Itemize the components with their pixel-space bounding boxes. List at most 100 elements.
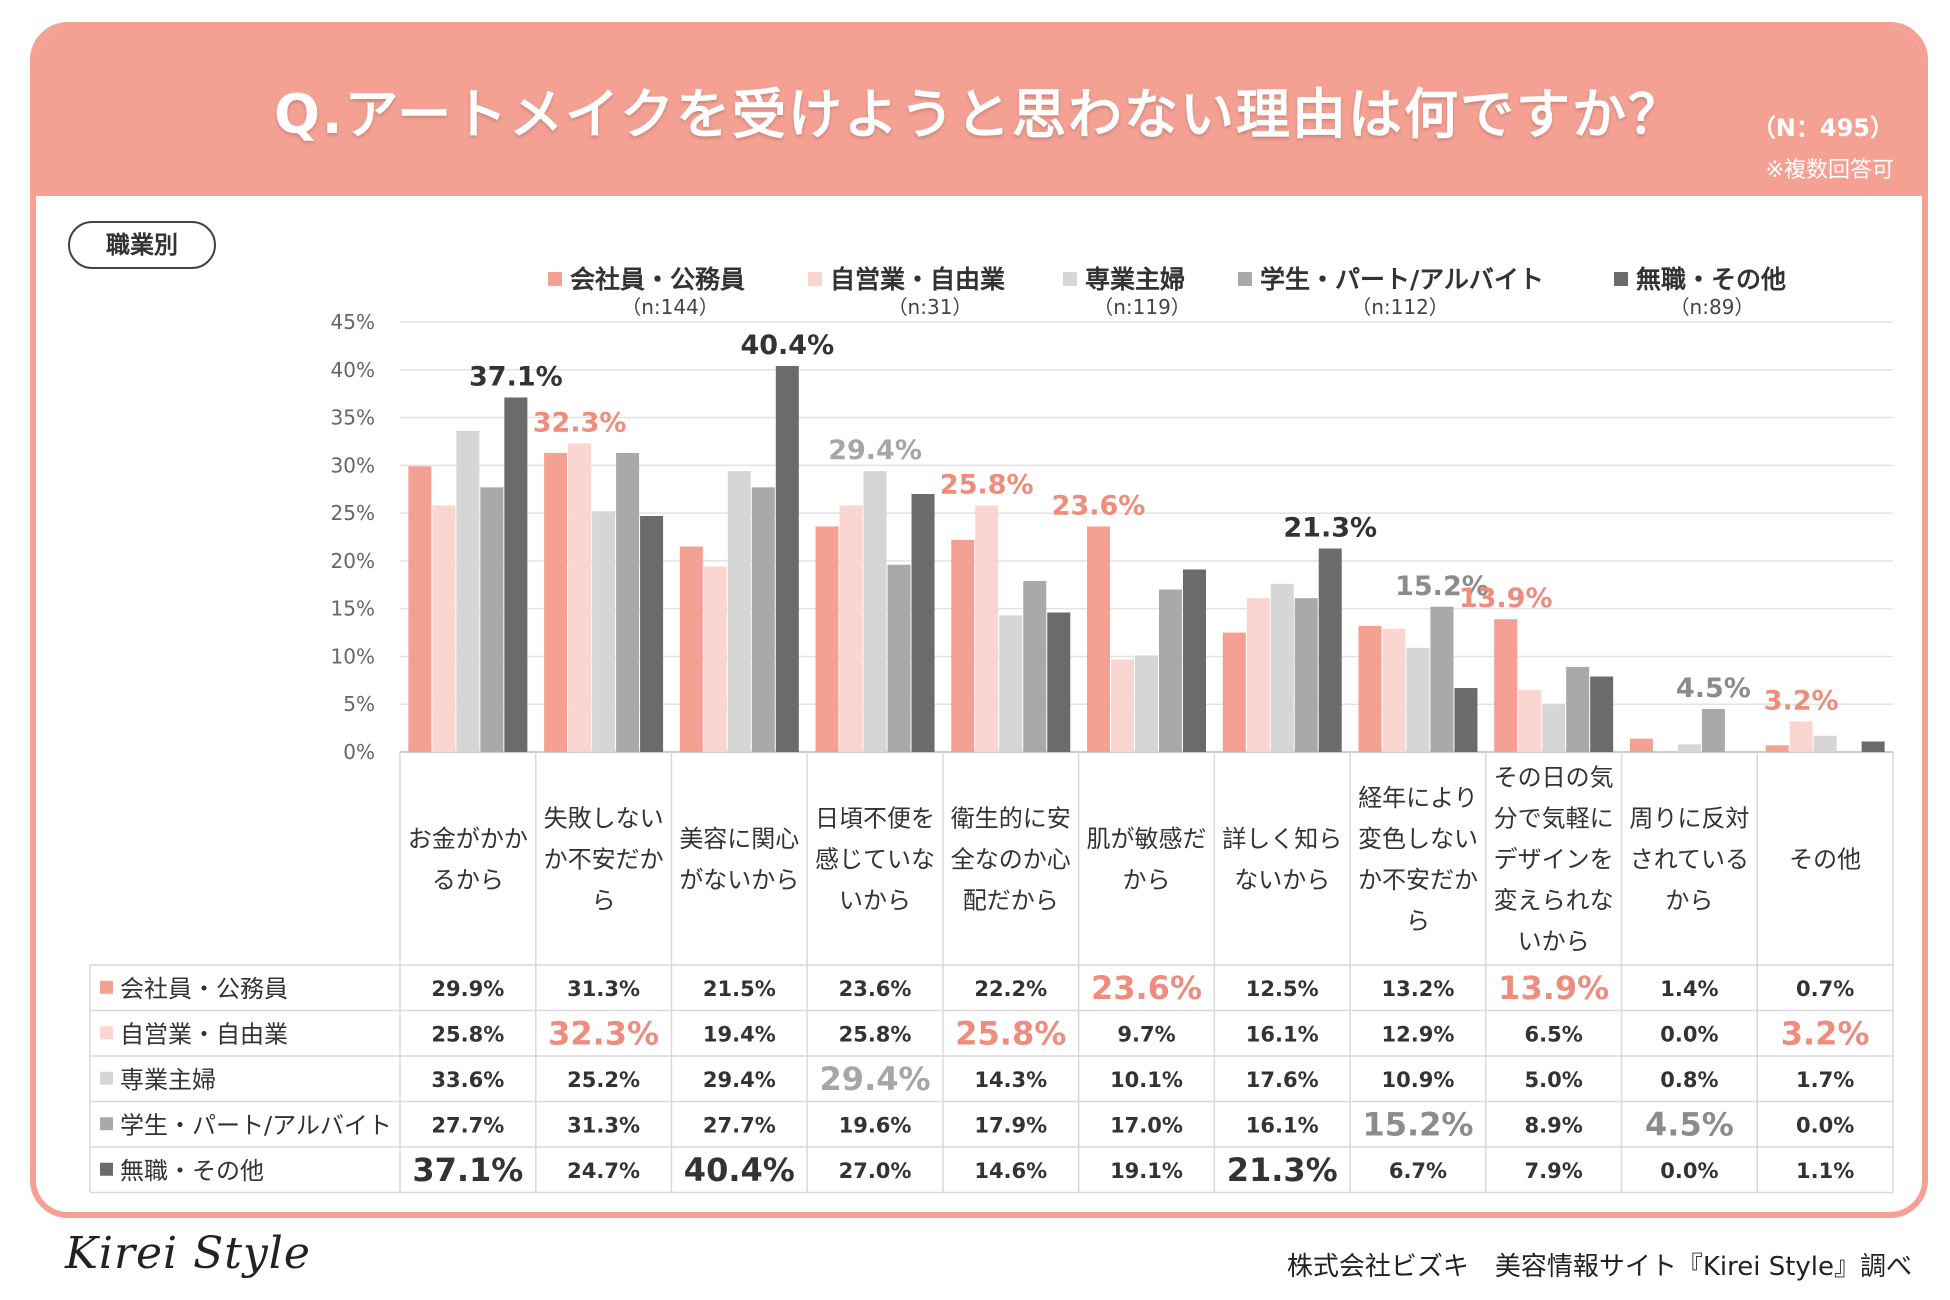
table-cell: 22.2% — [974, 977, 1047, 1001]
bar — [839, 505, 863, 752]
survey-credit: 株式会社ビズキ 美容情報サイト『Kirei Style』調べ — [1286, 1252, 1912, 1282]
bar — [815, 526, 839, 752]
bar — [408, 466, 432, 752]
table-row-swatch — [100, 1071, 113, 1085]
table-cell: 12.5% — [1246, 977, 1319, 1001]
legend-label: 無職・その他 — [1636, 265, 1786, 294]
table-cell: 0.0% — [1796, 1113, 1854, 1137]
bar — [863, 471, 887, 752]
bar — [887, 564, 911, 752]
bar — [1494, 619, 1518, 752]
x-category-label: 詳しく知ら — [1222, 825, 1342, 853]
bar — [703, 566, 727, 752]
bar — [1518, 689, 1542, 752]
table-row-label: 自営業・自由業 — [120, 1020, 288, 1048]
x-category-label: 変色しない — [1358, 825, 1478, 853]
table-row-label: 専業主婦 — [120, 1066, 216, 1094]
highlight-data-label: 21.3% — [1283, 512, 1377, 543]
bar — [1813, 735, 1837, 752]
multiple-answer-note: ※複数回答可 — [1765, 158, 1894, 183]
x-category-label: デザインを — [1494, 846, 1614, 874]
highlight-data-label: 15.2% — [1395, 571, 1489, 602]
table-cell: 8.9% — [1525, 1113, 1583, 1137]
legend-swatch — [1614, 272, 1628, 286]
y-tick-label: 35% — [331, 406, 375, 430]
bar — [911, 494, 935, 752]
y-tick-label: 15% — [331, 597, 375, 621]
y-tick-label: 40% — [331, 358, 375, 382]
x-category-label: 肌が敏感だ — [1087, 825, 1207, 853]
table-cell: 0.0% — [1660, 1022, 1718, 1046]
table-cell: 6.7% — [1389, 1159, 1447, 1183]
table-cell-highlight: 23.6% — [1091, 969, 1202, 1007]
table-cell: 27.7% — [703, 1113, 776, 1137]
x-category-label: 全なのか心 — [951, 846, 1071, 874]
x-category-label: から — [1665, 887, 1713, 915]
table-row-swatch — [100, 1162, 113, 1176]
x-category-label: ないから — [1234, 866, 1330, 894]
legend-n: （n:112） — [1351, 295, 1449, 319]
bar — [432, 505, 456, 752]
x-category-label: ら — [1406, 907, 1430, 935]
highlight-data-label: 29.4% — [828, 435, 922, 466]
table-cell: 17.6% — [1246, 1068, 1319, 1092]
y-tick-label: 30% — [331, 453, 375, 477]
bar — [1629, 738, 1653, 752]
bar — [1318, 548, 1342, 752]
bar — [1789, 721, 1813, 752]
bar — [1159, 589, 1182, 752]
bar — [1677, 744, 1701, 752]
x-category-label: 美容に関心 — [679, 825, 799, 853]
bar — [1270, 583, 1294, 752]
table-cell: 1.1% — [1796, 1159, 1854, 1183]
table-cell: 17.0% — [1110, 1113, 1183, 1137]
table-cell: 27.7% — [431, 1113, 504, 1137]
table-cell: 31.3% — [567, 977, 640, 1001]
legend-label: 会社員・公務員 — [570, 265, 745, 294]
bar — [1542, 704, 1566, 752]
sample-size: （N：495） — [1751, 114, 1894, 142]
bar — [751, 487, 775, 752]
table-cell: 0.8% — [1660, 1068, 1718, 1092]
table-cell: 12.9% — [1382, 1022, 1455, 1046]
table-cell: 0.7% — [1796, 977, 1854, 1001]
x-category-label: その日の気 — [1494, 764, 1614, 792]
bar — [1087, 526, 1110, 752]
table-cell-highlight: 21.3% — [1227, 1151, 1338, 1189]
x-category-label: か不安だか — [544, 846, 664, 874]
table-cell: 31.3% — [567, 1113, 640, 1137]
table-cell: 29.9% — [431, 977, 504, 1001]
y-tick-label: 45% — [331, 310, 375, 334]
y-tick-label: 25% — [331, 501, 375, 525]
table-cell: 23.6% — [839, 977, 912, 1001]
x-category-label: 日頃不便を — [815, 805, 935, 833]
bar — [1222, 632, 1246, 752]
x-category-label: 失敗しない — [544, 805, 664, 833]
table-cell: 14.3% — [974, 1068, 1047, 1092]
bar — [1430, 606, 1454, 752]
bar — [1023, 580, 1047, 752]
table-cell: 10.9% — [1382, 1068, 1455, 1092]
highlight-data-label: 13.9% — [1459, 583, 1553, 614]
highlight-data-label: 40.4% — [740, 330, 834, 361]
x-category-label: その他 — [1789, 846, 1861, 874]
legend-label: 専業主婦 — [1085, 265, 1185, 294]
table-cell: 29.4% — [703, 1068, 776, 1092]
bar — [679, 546, 703, 752]
x-category-label: 経年により — [1358, 784, 1478, 812]
legend-n: （n:89） — [1670, 295, 1755, 319]
table-cell-highlight: 37.1% — [412, 1151, 523, 1189]
bar — [1111, 659, 1134, 752]
highlight-data-label: 23.6% — [1052, 490, 1146, 521]
bar — [775, 365, 799, 752]
table-cell: 9.7% — [1117, 1022, 1175, 1046]
table-cell-highlight: 29.4% — [820, 1060, 931, 1098]
header-banner: Q.アートメイクを受けようと思わない理由は何ですか？ （N：495） ※複数回答… — [36, 28, 1922, 196]
y-tick-label: 20% — [331, 549, 375, 573]
table-cell: 13.2% — [1382, 977, 1455, 1001]
table-cell: 5.0% — [1525, 1068, 1583, 1092]
x-category-label: 周りに反対 — [1629, 805, 1749, 833]
bar — [1047, 612, 1071, 752]
x-category-label: ら — [592, 887, 616, 915]
bar — [1765, 745, 1789, 752]
